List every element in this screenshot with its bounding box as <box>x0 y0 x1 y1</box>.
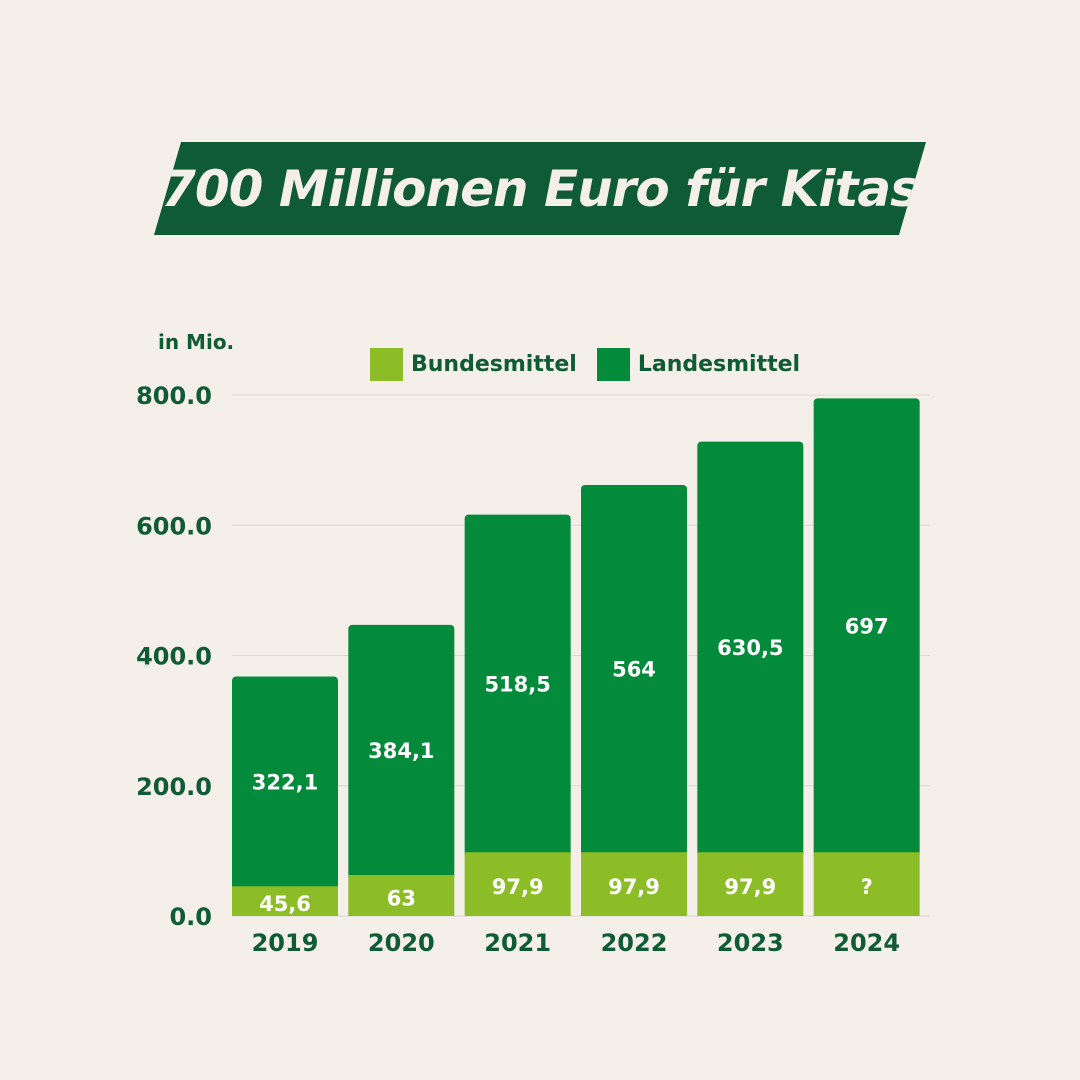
y-tick-label: 400.0 <box>136 643 212 671</box>
data-label-landesmittel: 697 <box>845 614 889 638</box>
legend-label-bundesmittel: Bundesmittel <box>411 351 577 377</box>
legend-swatch-landesmittel <box>596 347 630 381</box>
bar-landesmittel <box>464 514 571 859</box>
y-tick-label: 600.0 <box>136 512 212 540</box>
data-label-landesmittel: 630,5 <box>717 636 783 660</box>
data-label-landesmittel: 518,5 <box>484 672 550 696</box>
x-tick-label: 2021 <box>484 929 551 957</box>
data-label-bundesmittel: 97,9 <box>492 875 544 899</box>
bar-landesmittel <box>348 624 455 881</box>
data-label-bundesmittel: 97,9 <box>608 875 660 899</box>
bar-bundesmittel <box>697 852 804 916</box>
legend-swatch-bundesmittel <box>370 347 403 381</box>
chart-title: 700 Millionen Euro für Kitas <box>161 159 920 218</box>
chart-legend: Bundesmittel Landesmittel <box>370 346 800 382</box>
y-tick-label: 800.0 <box>136 382 212 410</box>
legend-item-landesmittel: Landesmittel <box>596 347 801 381</box>
data-label-landesmittel: 384,1 <box>368 739 434 763</box>
bar-landesmittel <box>697 441 804 859</box>
data-label-landesmittel: 564 <box>612 658 656 682</box>
bar-bundesmittel <box>464 852 571 916</box>
x-tick-label: 2024 <box>833 929 900 957</box>
y-tick-label: 0.0 <box>169 903 212 931</box>
data-label-landesmittel: 322,1 <box>252 770 318 794</box>
x-tick-label: 2023 <box>717 929 784 957</box>
data-label-bundesmittel: 45,6 <box>259 892 311 916</box>
bar-landesmittel <box>813 398 920 859</box>
bar-bundesmittel <box>232 886 338 916</box>
x-tick-label: 2019 <box>252 929 319 957</box>
y-tick-label: 200.0 <box>136 773 212 801</box>
data-label-bundesmittel: 97,9 <box>724 875 776 899</box>
legend-item-bundesmittel: Bundesmittel <box>370 347 577 381</box>
bar-landesmittel <box>581 484 687 859</box>
title-banner: 700 Millionen Euro für Kitas <box>154 142 926 235</box>
bar-landesmittel <box>232 676 338 893</box>
data-label-bundesmittel: 63 <box>387 886 416 910</box>
data-label-bundesmittel: ? <box>861 875 873 899</box>
bar-bundesmittel <box>813 852 920 916</box>
x-tick-label: 2022 <box>601 929 668 957</box>
x-tick-label: 2020 <box>368 929 435 957</box>
y-axis-unit-label: in Mio. <box>158 330 235 354</box>
bar-bundesmittel <box>348 874 455 916</box>
legend-label-landesmittel: Landesmittel <box>637 351 801 377</box>
bar-bundesmittel <box>581 852 687 916</box>
